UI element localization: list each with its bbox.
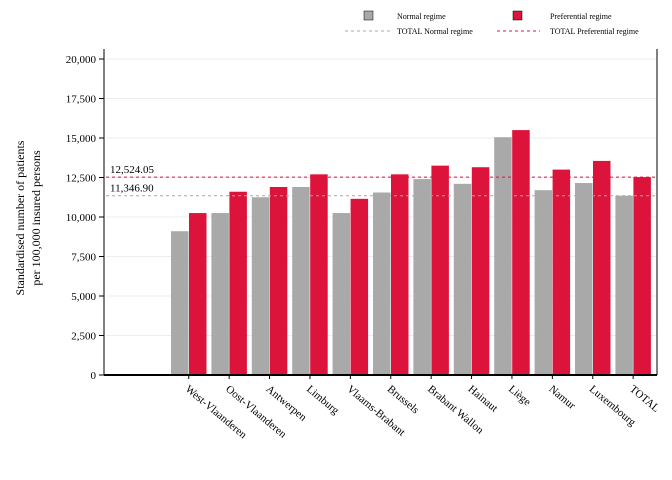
y-tick-label: 7,500 — [71, 252, 96, 264]
x-tick-label: Namur — [546, 383, 577, 412]
bar — [391, 174, 409, 375]
x-tick-label: TOTAL — [627, 383, 662, 415]
bar — [229, 191, 247, 375]
bar — [269, 186, 288, 375]
y-tick-label: 2,500 — [71, 331, 96, 343]
legend-label: TOTAL Preferential regime — [550, 27, 639, 36]
bar — [211, 213, 229, 375]
bar — [251, 197, 270, 375]
bar — [552, 169, 571, 375]
reference-lines: 11,346.90 12,524.05 — [106, 164, 657, 197]
x-tick-label: Brussels — [385, 383, 421, 416]
y-tick-label: 5,000 — [71, 291, 96, 303]
bar — [292, 186, 310, 375]
y-tick-label: 0 — [91, 370, 97, 382]
reference-line-label: 11,346.90 — [110, 183, 154, 195]
bar — [310, 174, 328, 375]
bar — [633, 177, 651, 375]
y-axis-title-line-2: per 100,000 insured persons — [29, 150, 43, 286]
y-tick-label: 17,500 — [66, 94, 97, 106]
bar — [453, 183, 472, 375]
bar — [534, 190, 553, 375]
reference-line-label: 12,524.05 — [110, 164, 155, 176]
bar — [373, 192, 391, 375]
y-tick-label: 10,000 — [66, 212, 97, 224]
legend: Normal regime Preferential regime TOTAL No… — [345, 10, 639, 36]
bar — [431, 165, 449, 375]
x-tick-label: Limburg — [304, 383, 341, 417]
legend-label: TOTAL Normal regime — [397, 27, 473, 36]
bar — [471, 167, 490, 375]
legend-label: Preferential regime — [550, 12, 612, 21]
bar — [332, 213, 351, 375]
x-tick-label: Liège — [506, 383, 533, 408]
x-tick-label: Hainaut — [466, 383, 500, 415]
bar — [350, 198, 369, 375]
axes — [103, 49, 658, 376]
bar — [413, 179, 431, 375]
y-tick-label: 12,500 — [66, 173, 97, 185]
bar — [512, 130, 530, 375]
y-tick-label: 20,000 — [66, 54, 97, 66]
y-axis-ticks: 0 2,500 5,000 7,500 10,000 12,500 15,000 17,500… — [66, 54, 104, 382]
bar — [575, 183, 593, 375]
x-axis-labels: West-VlaanderenOost-VlaanderenAntwerpenL… — [183, 375, 662, 442]
y-axis-title-line-1: Standardised number of patients — [13, 140, 27, 295]
legend-swatch — [512, 10, 523, 21]
bar — [189, 213, 207, 375]
bar — [615, 195, 633, 375]
legend-label: Normal regime — [397, 12, 446, 21]
legend-swatch — [363, 10, 374, 21]
bar — [494, 137, 512, 375]
y-tick-label: 15,000 — [66, 133, 97, 145]
bar — [593, 160, 611, 375]
bars — [171, 130, 651, 375]
bar — [171, 231, 189, 375]
